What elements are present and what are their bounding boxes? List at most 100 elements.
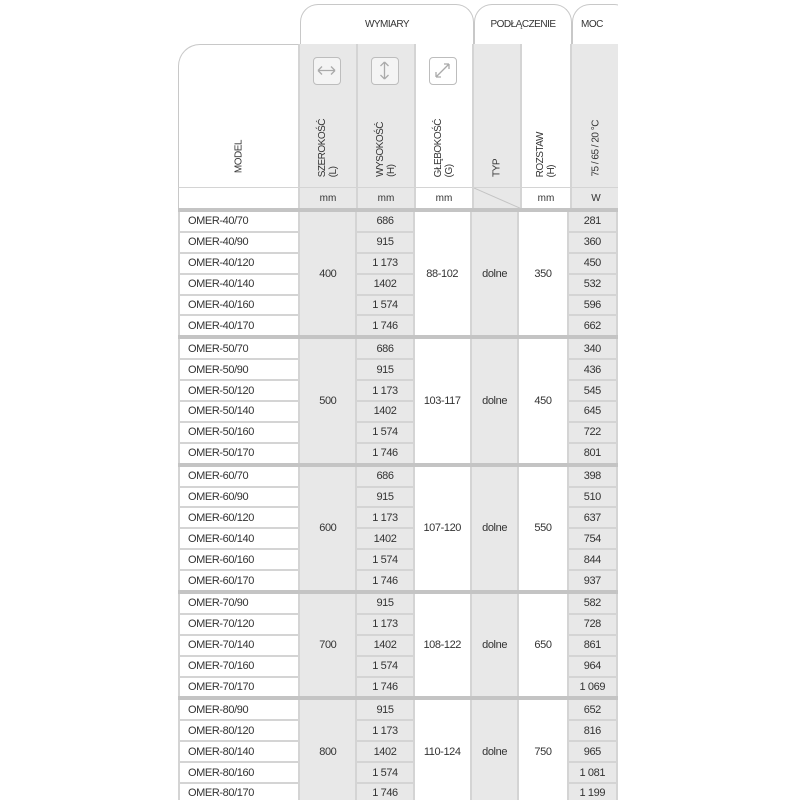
height-cell: 1402 bbox=[355, 633, 415, 657]
table-row: OMER-50/70 500 686 103-117 dolne 450 340 bbox=[177, 335, 618, 466]
model-cell: OMER-50/120 bbox=[177, 379, 301, 403]
depth-cell: 88-102 bbox=[412, 207, 472, 339]
depth-symbol: (G) bbox=[444, 164, 455, 177]
table-row: OMER-50/90 915 436 bbox=[177, 358, 618, 382]
spacing-symbol: (H) bbox=[546, 164, 557, 177]
column-header-width: SZEROKOŚĆ (L) bbox=[300, 44, 358, 187]
spacing-label: ROZSTAW bbox=[535, 131, 546, 177]
power-cell: 436 bbox=[566, 358, 618, 382]
width-cell: 600 bbox=[298, 462, 358, 594]
power-cell: 728 bbox=[566, 612, 618, 636]
model-cell: OMER-60/140 bbox=[177, 527, 301, 551]
model-cell: OMER-80/160 bbox=[177, 761, 301, 785]
unit-width: mm bbox=[300, 187, 358, 208]
model-cell: OMER-40/70 bbox=[177, 208, 301, 233]
width-cell: 400 bbox=[298, 207, 358, 339]
table-row: OMER-60/170 1 746 937 bbox=[177, 569, 618, 594]
height-cell: 686 bbox=[355, 335, 415, 361]
width-symbol: (L) bbox=[328, 166, 339, 177]
data-table: OMER-40/70 400 686 88-102 dolne 350 281 OMER-40… bbox=[177, 207, 618, 800]
table-row: OMER-80/170 1 746 1 199 bbox=[177, 782, 618, 800]
model-cell: OMER-70/170 bbox=[177, 675, 301, 700]
power-cell: 281 bbox=[566, 208, 618, 233]
power-cell: 360 bbox=[566, 230, 618, 254]
height-cell: 915 bbox=[355, 696, 415, 722]
depth-cell: 103-117 bbox=[412, 335, 472, 466]
power-cell: 965 bbox=[566, 740, 618, 764]
power-cell: 545 bbox=[566, 379, 618, 403]
model-cell: OMER-80/120 bbox=[177, 719, 301, 743]
table-row: OMER-80/140 1402 965 bbox=[177, 740, 618, 764]
width-label: SZEROKOŚĆ bbox=[317, 118, 328, 177]
column-header-type: TYP bbox=[474, 44, 522, 187]
model-cell: OMER-50/170 bbox=[177, 441, 301, 466]
height-cell: 1 574 bbox=[355, 293, 415, 317]
power-cell: 510 bbox=[566, 485, 618, 509]
height-cell: 915 bbox=[355, 230, 415, 254]
height-label: WYSOKOŚĆ bbox=[375, 122, 386, 177]
table-row: OMER-40/70 400 686 88-102 dolne 350 281 bbox=[177, 207, 618, 339]
model-cell: OMER-70/120 bbox=[177, 612, 301, 636]
width-cell: 800 bbox=[298, 696, 358, 800]
height-cell: 1 746 bbox=[355, 675, 415, 700]
group-header-power: MOC bbox=[572, 4, 618, 44]
height-cell: 686 bbox=[355, 208, 415, 233]
height-cell: 1 173 bbox=[355, 251, 415, 275]
height-cell: 915 bbox=[355, 485, 415, 509]
model-cell: OMER-80/140 bbox=[177, 740, 301, 764]
power-cell: 1 069 bbox=[566, 675, 618, 700]
power-cell: 937 bbox=[566, 569, 618, 594]
unit-spacing: mm bbox=[522, 187, 572, 208]
vertical-arrows-icon bbox=[371, 57, 399, 85]
height-cell: 1 574 bbox=[355, 420, 415, 444]
model-cell: OMER-80/170 bbox=[177, 782, 301, 800]
power-cell: 1 081 bbox=[566, 761, 618, 785]
column-header-power: 75 / 65 / 20 °C bbox=[572, 44, 618, 187]
table-row: OMER-50/160 1 574 722 bbox=[177, 420, 618, 444]
column-header-spacing: ROZSTAW (H) bbox=[522, 44, 572, 187]
table-row: OMER-40/120 1 173 450 bbox=[177, 251, 618, 275]
power-cell: 450 bbox=[566, 251, 618, 275]
model-cell: OMER-60/70 bbox=[177, 462, 301, 488]
unit-power: W bbox=[572, 187, 618, 208]
table-row: OMER-50/140 1402 645 bbox=[177, 400, 618, 423]
model-cell: OMER-40/140 bbox=[177, 272, 301, 296]
table-row: OMER-60/90 915 510 bbox=[177, 485, 618, 509]
model-cell: OMER-50/160 bbox=[177, 420, 301, 444]
type-label: TYP bbox=[491, 159, 503, 177]
type-cell: dolne bbox=[469, 696, 520, 800]
power-cell: 340 bbox=[566, 335, 618, 361]
height-cell: 1 746 bbox=[355, 441, 415, 466]
height-cell: 1 574 bbox=[355, 761, 415, 785]
table-row: OMER-70/160 1 574 964 bbox=[177, 654, 618, 678]
power-cell: 844 bbox=[566, 548, 618, 572]
type-cell: dolne bbox=[469, 207, 520, 339]
power-cell: 754 bbox=[566, 527, 618, 551]
power-cell: 722 bbox=[566, 420, 618, 444]
model-cell: OMER-40/120 bbox=[177, 251, 301, 275]
power-cell: 861 bbox=[566, 633, 618, 657]
spacing-cell: 350 bbox=[517, 207, 569, 339]
power-cell: 652 bbox=[566, 696, 618, 722]
height-cell: 1 746 bbox=[355, 314, 415, 339]
height-cell: 1 173 bbox=[355, 379, 415, 403]
group-header-dimensions: WYMIARY bbox=[300, 4, 474, 44]
model-cell: OMER-40/90 bbox=[177, 230, 301, 254]
horizontal-arrows-icon bbox=[313, 57, 341, 85]
height-cell: 1402 bbox=[355, 400, 415, 423]
height-cell: 1402 bbox=[355, 527, 415, 551]
spec-table: WYMIARY PODŁĄCZENIE MOC MODEL SZEROKOŚĆ(… bbox=[177, 4, 618, 800]
model-cell: OMER-50/140 bbox=[177, 400, 301, 423]
height-cell: 1 173 bbox=[355, 719, 415, 743]
height-cell: 1402 bbox=[355, 272, 415, 296]
table-row: OMER-60/160 1 574 844 bbox=[177, 548, 618, 572]
model-cell: OMER-60/120 bbox=[177, 506, 301, 530]
model-cell: OMER-40/160 bbox=[177, 293, 301, 317]
depth-cell: 108-122 bbox=[412, 590, 472, 700]
depth-cell: 110-124 bbox=[412, 696, 472, 800]
height-cell: 1 746 bbox=[355, 782, 415, 800]
power-cell: 596 bbox=[566, 293, 618, 317]
width-cell: 500 bbox=[298, 335, 358, 466]
spacing-cell: 450 bbox=[517, 335, 569, 466]
height-cell: 915 bbox=[355, 590, 415, 615]
